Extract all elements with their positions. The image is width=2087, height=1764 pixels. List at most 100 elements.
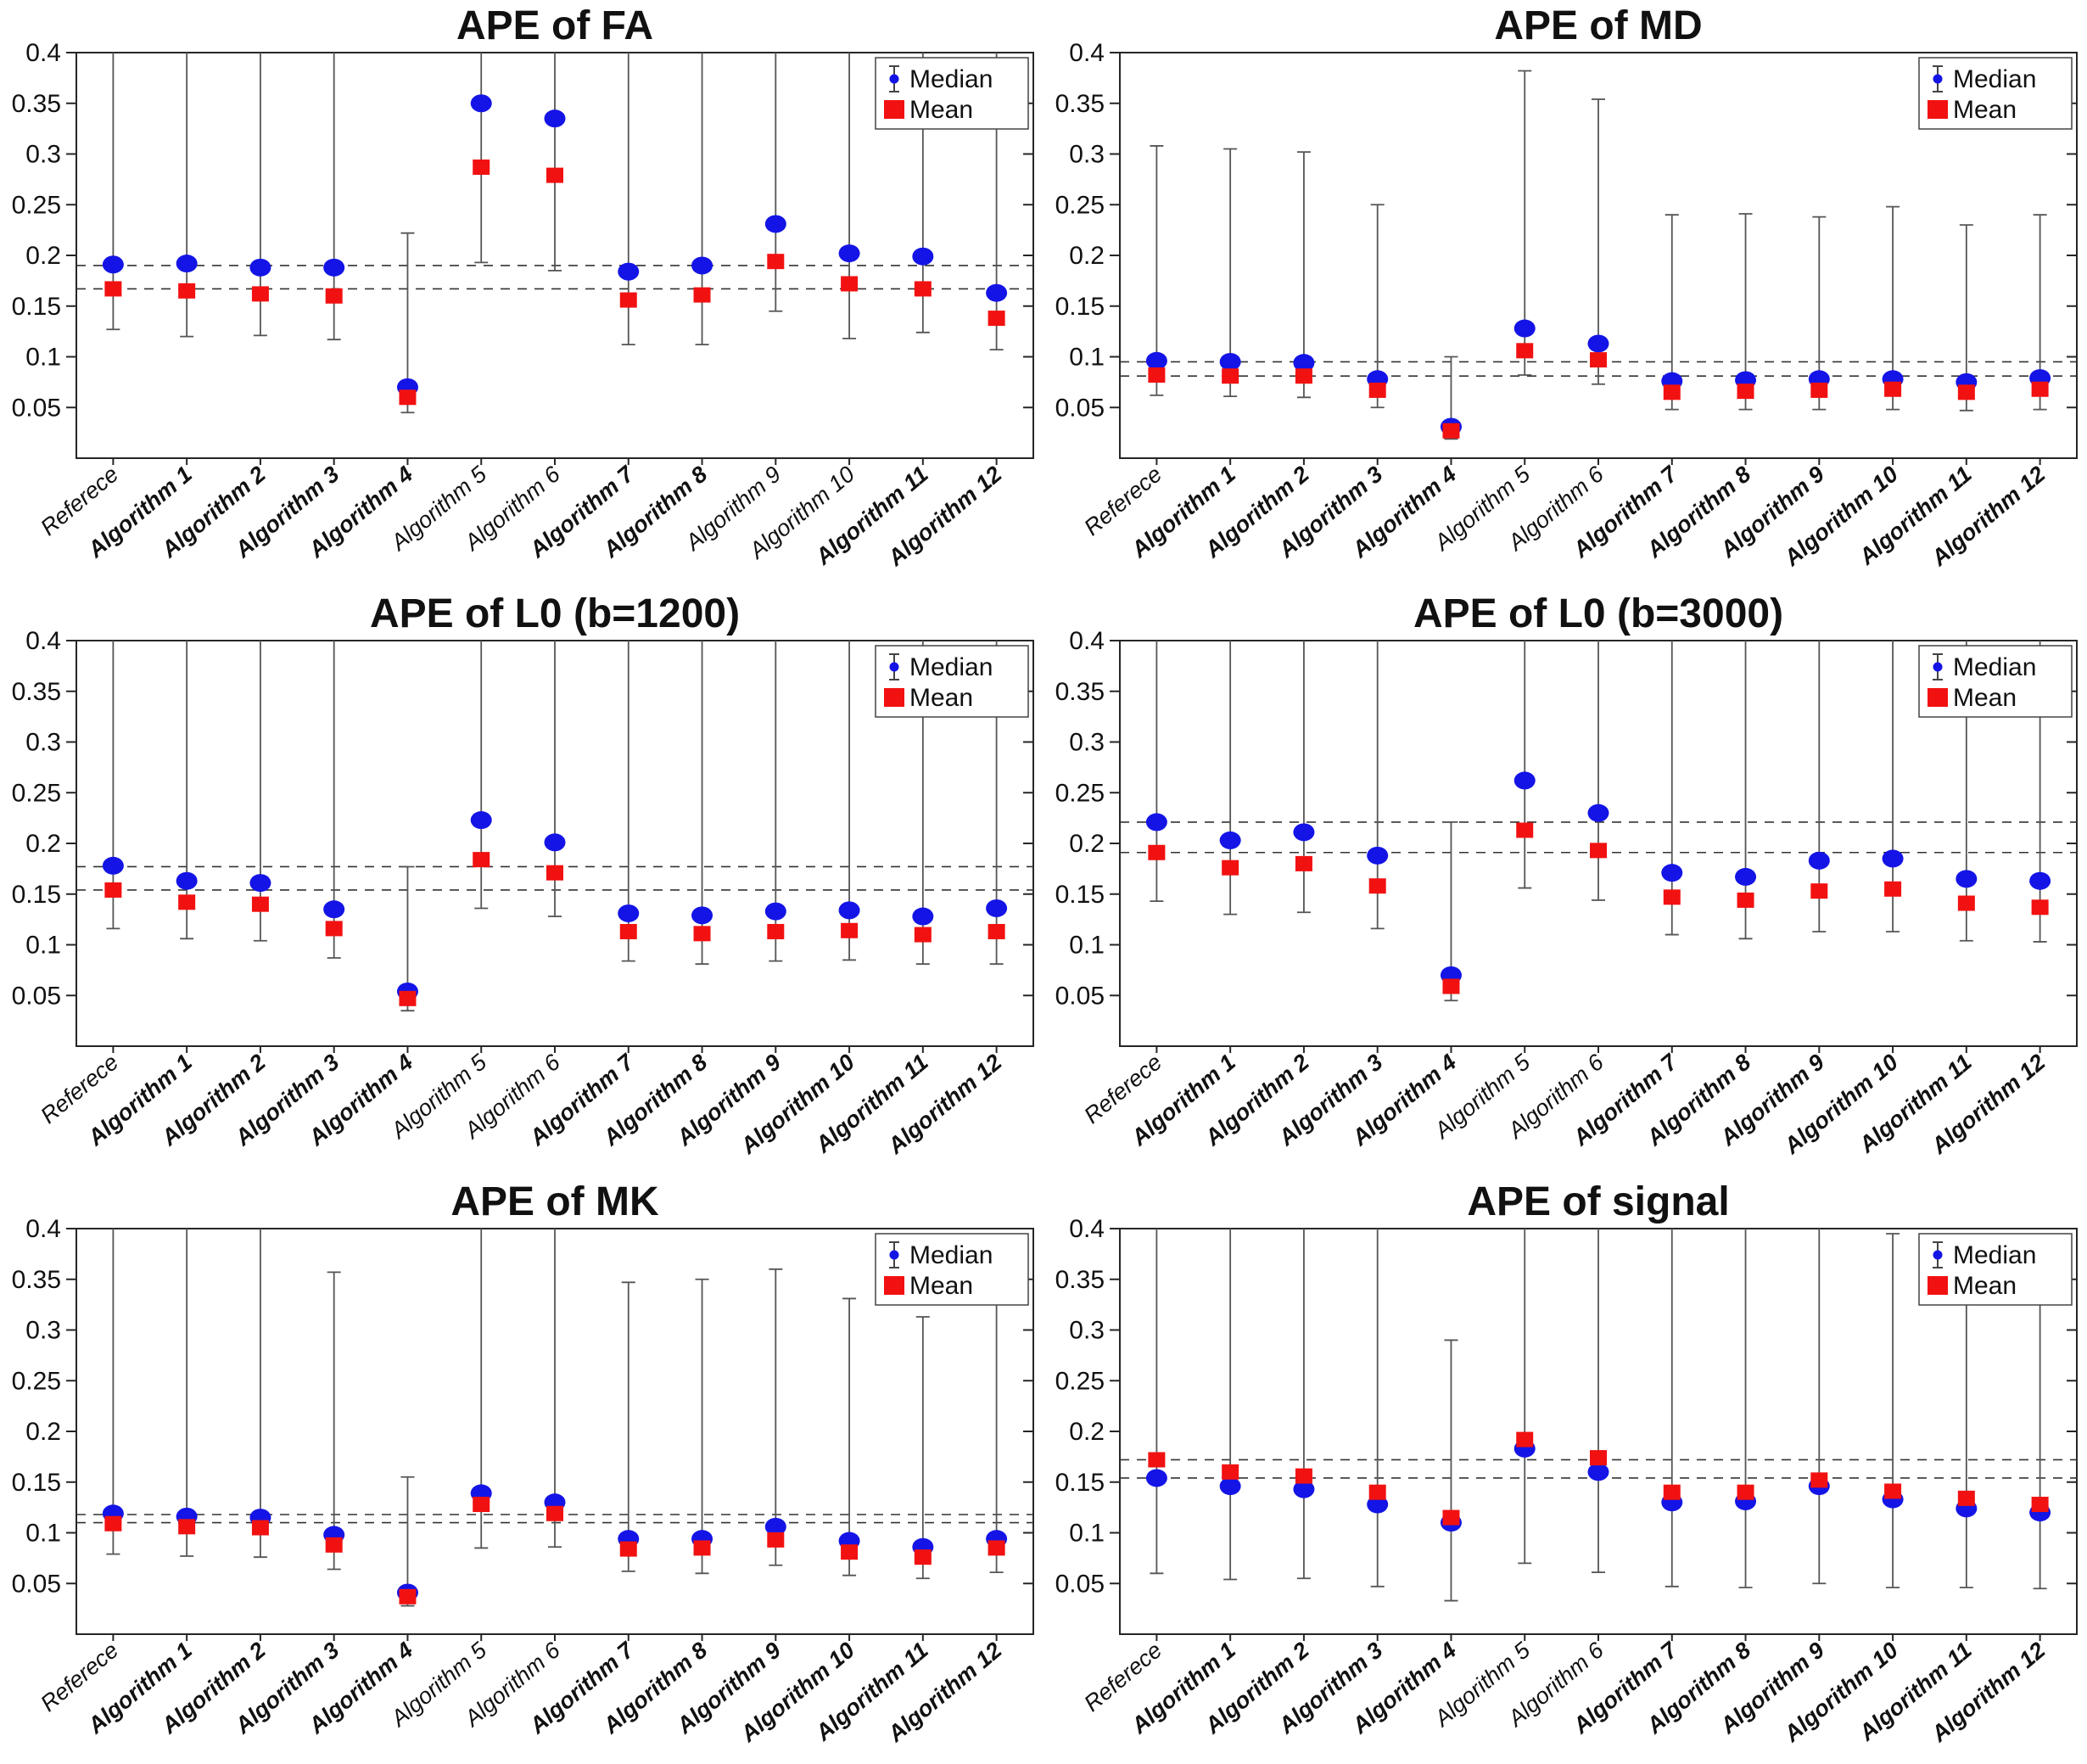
y-tick-label: 0.1: [25, 932, 61, 960]
mean-marker: [1590, 1450, 1607, 1466]
median-marker: [2029, 871, 2051, 890]
y-tick-label: 0.3: [25, 1317, 61, 1345]
panel-ape-of-l0-b-1200: APE of L0 (b=1200) 0.05 0.1 0.15 0.2 0.25 0.3 0…: [0, 588, 1044, 1176]
mean-marker: [1295, 855, 1312, 871]
median-marker: [1367, 846, 1389, 865]
y-tick-label: 0.15: [1055, 881, 1105, 909]
y-tick-label: 0.35: [12, 1266, 61, 1294]
y-tick-label: 0.25: [1055, 1367, 1105, 1395]
median-marker: [1587, 1463, 1609, 1481]
median-marker: [1661, 864, 1683, 882]
mean-marker: [104, 281, 122, 297]
mean-marker: [546, 1505, 563, 1521]
mean-marker: [1222, 1464, 1239, 1480]
mean-marker: [1810, 883, 1828, 899]
mean-marker: [1148, 844, 1166, 860]
legend-mean-icon: [884, 688, 904, 707]
mean-marker: [1957, 1490, 1975, 1506]
mean-marker: [619, 1541, 637, 1557]
median-marker: [544, 833, 566, 852]
median-marker: [1219, 352, 1241, 371]
y-tick-label: 0.35: [1055, 90, 1105, 118]
y-tick-label: 0.4: [25, 627, 61, 655]
median-marker: [1367, 1495, 1389, 1514]
y-tick-label: 0.15: [12, 293, 61, 321]
legend-mean-label: Mean: [909, 684, 973, 712]
median-marker: [249, 874, 271, 893]
mean-marker: [1810, 1472, 1828, 1488]
legend: Median Mean: [1918, 57, 2073, 130]
chart-ape-of-l0-b-3000: APE of L0 (b=3000) 0.05 0.1 0.15 0.2 0.25 0.3 0…: [1055, 591, 2078, 1159]
y-tick-label: 0.35: [1055, 678, 1105, 706]
y-tick-label: 0.2: [25, 242, 61, 270]
y-tick-label: 0.25: [12, 191, 61, 219]
median-marker: [470, 811, 492, 830]
mean-marker: [251, 286, 269, 302]
mean-marker: [988, 311, 1005, 327]
legend-mean-icon: [884, 1276, 904, 1295]
mean-marker: [399, 389, 417, 406]
chart-title: APE of MK: [450, 1179, 659, 1224]
mean-marker: [1810, 382, 1828, 398]
y-tick-label: 0.2: [1069, 830, 1105, 858]
mean-marker: [1516, 343, 1534, 359]
mean-marker: [104, 1515, 122, 1532]
y-tick-label: 0.1: [25, 1520, 61, 1548]
y-tick-label: 0.4: [1069, 1215, 1105, 1243]
y-tick-label: 0.3: [1069, 729, 1105, 757]
panel-ape-of-l0-b-3000: APE of L0 (b=3000) 0.05 0.1 0.15 0.2 0.25 0.3 0…: [1044, 588, 2087, 1176]
mean-marker: [767, 1532, 785, 1548]
median-marker: [176, 255, 198, 273]
legend-median-label: Median: [1953, 65, 2036, 93]
mean-marker: [325, 921, 343, 937]
mean-marker: [1884, 1483, 1902, 1499]
median-marker: [1882, 849, 1904, 868]
mean-marker: [1663, 384, 1681, 400]
mean-marker: [325, 288, 343, 304]
median-marker: [1145, 351, 1167, 370]
legend-mean-label: Mean: [1953, 96, 2017, 124]
median-marker: [1513, 771, 1536, 790]
y-tick-label: 0.1: [1069, 344, 1105, 372]
mean-marker: [619, 923, 637, 939]
mean-marker: [1148, 367, 1166, 384]
y-tick-label: 0.25: [12, 779, 61, 807]
median-marker: [323, 900, 345, 919]
median-marker: [764, 215, 786, 233]
mean-marker: [914, 281, 932, 297]
median-marker: [691, 256, 713, 275]
y-tick-label: 0.2: [1069, 242, 1105, 270]
legend-median-icon: [889, 1250, 899, 1260]
legend-median-icon: [889, 662, 899, 672]
chart-title: APE of L0 (b=1200): [370, 591, 740, 636]
y-tick-label: 0.3: [1069, 1317, 1105, 1345]
mean-marker: [1663, 889, 1681, 905]
mean-marker: [767, 254, 785, 270]
legend: Median Mean: [1918, 1233, 2073, 1306]
median-marker: [618, 904, 640, 922]
chart-title: APE of FA: [456, 3, 653, 48]
legend-median-label: Median: [909, 1241, 993, 1269]
mean-marker: [914, 1549, 932, 1565]
legend: Median Mean: [1918, 645, 2073, 718]
panel-ape-of-signal: APE of signal 0.05 0.1 0.15 0.2 0.25 0.3 0.35 0.…: [1044, 1176, 2087, 1763]
mean-marker: [1884, 381, 1902, 397]
mean-marker: [693, 1540, 711, 1556]
legend: Median Mean: [875, 57, 1029, 130]
mean-marker: [251, 896, 269, 912]
mean-marker: [693, 926, 711, 942]
mean-marker: [1737, 1484, 1754, 1500]
mean-marker: [1957, 384, 1975, 400]
chart-title: APE of signal: [1467, 1179, 1729, 1224]
mean-marker: [841, 276, 859, 292]
y-tick-label: 0.05: [12, 394, 61, 422]
mean-marker: [1442, 978, 1460, 994]
legend-mean-label: Mean: [1953, 1272, 2017, 1300]
legend-median-icon: [889, 74, 899, 84]
median-marker: [1293, 1480, 1315, 1498]
legend-box: [875, 645, 1029, 718]
y-tick-label: 0.05: [1055, 1570, 1105, 1598]
median-marker: [986, 899, 1008, 917]
mean-marker: [2031, 381, 2049, 397]
median-marker: [1735, 867, 1757, 886]
